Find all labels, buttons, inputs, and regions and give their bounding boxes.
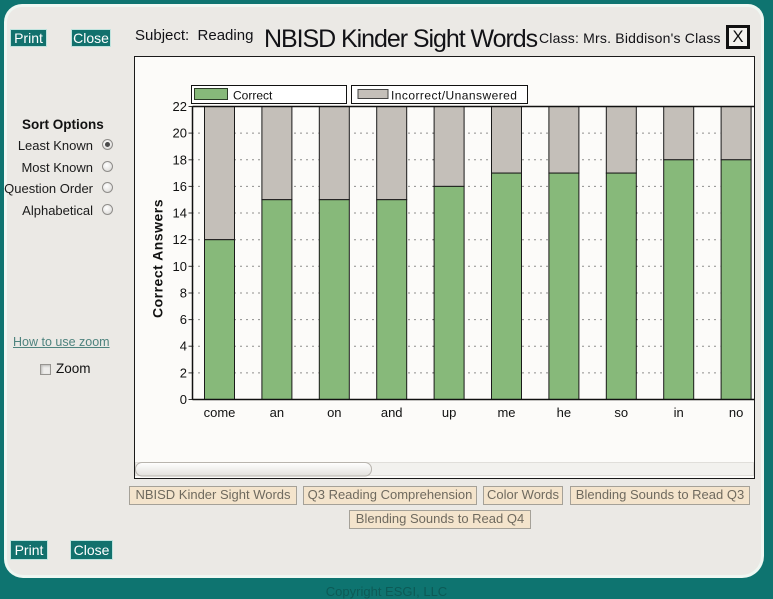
svg-text:he: he	[557, 405, 571, 420]
svg-text:an: an	[270, 405, 284, 420]
svg-text:6: 6	[180, 312, 187, 327]
svg-text:16: 16	[173, 179, 187, 194]
svg-text:come: come	[204, 405, 236, 420]
svg-text:20: 20	[173, 126, 187, 141]
svg-text:10: 10	[173, 259, 187, 274]
svg-text:Incorrect/Unanswered: Incorrect/Unanswered	[391, 89, 517, 103]
svg-text:no: no	[729, 405, 743, 420]
svg-text:8: 8	[180, 286, 187, 301]
svg-text:4: 4	[180, 339, 187, 354]
svg-text:18: 18	[173, 152, 187, 167]
svg-text:up: up	[442, 405, 456, 420]
svg-text:and: and	[381, 405, 403, 420]
svg-text:14: 14	[173, 206, 187, 221]
svg-text:0: 0	[180, 392, 187, 407]
svg-text:so: so	[614, 405, 628, 420]
svg-text:on: on	[327, 405, 341, 420]
svg-text:Correct Answers: Correct Answers	[150, 199, 166, 318]
svg-text:12: 12	[173, 232, 187, 247]
svg-text:in: in	[674, 405, 684, 420]
svg-text:22: 22	[173, 99, 187, 114]
svg-text:2: 2	[180, 365, 187, 380]
svg-text:Correct: Correct	[233, 89, 273, 103]
svg-text:me: me	[497, 405, 515, 420]
